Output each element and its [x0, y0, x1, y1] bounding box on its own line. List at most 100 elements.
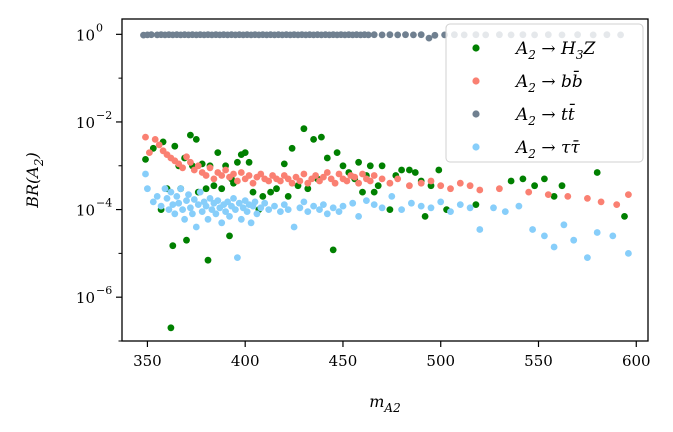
data-point — [515, 202, 523, 210]
data-point — [241, 149, 249, 157]
y-tick-exponent: −4 — [96, 197, 112, 210]
data-point — [378, 204, 386, 212]
data-point — [232, 206, 239, 214]
data-point — [386, 31, 394, 39]
data-point — [312, 172, 319, 179]
data-point — [245, 158, 253, 166]
data-point — [323, 210, 331, 218]
data-point — [408, 199, 415, 207]
data-point — [210, 182, 218, 190]
data-point — [501, 208, 509, 216]
y-tick-exponent: −6 — [96, 284, 112, 297]
data-point — [161, 185, 169, 193]
data-point — [179, 164, 187, 172]
data-point — [265, 206, 273, 214]
data-point — [437, 182, 445, 190]
data-point — [558, 182, 566, 190]
data-point — [359, 170, 366, 178]
data-point — [402, 31, 409, 39]
data-point — [165, 206, 173, 214]
legend-marker — [472, 77, 480, 85]
data-point — [149, 198, 157, 206]
data-point — [327, 175, 335, 183]
data-point — [550, 243, 558, 251]
data-point — [531, 182, 538, 190]
series-3 — [142, 170, 632, 261]
data-point — [339, 162, 347, 170]
data-point — [406, 166, 413, 174]
data-point — [584, 254, 591, 261]
data-point — [284, 206, 292, 214]
data-point — [472, 201, 480, 209]
data-point — [541, 232, 548, 240]
data-point — [198, 208, 206, 216]
data-point — [417, 179, 425, 187]
data-point — [296, 177, 304, 185]
data-point — [187, 204, 194, 212]
data-point — [226, 213, 233, 220]
y-tick-label: 10 — [76, 289, 95, 307]
legend-label: A2 → bb̄ — [514, 69, 583, 95]
data-point — [613, 201, 621, 209]
data-point — [425, 34, 433, 42]
data-point — [349, 199, 357, 207]
data-point — [466, 204, 474, 212]
data-point — [190, 196, 198, 203]
data-point — [525, 188, 533, 196]
y-axis-label: BR(A2) — [23, 152, 46, 209]
x-tick-label: 350 — [133, 352, 162, 370]
data-point — [257, 170, 265, 178]
legend-label: A2 → H3Z — [514, 39, 596, 62]
data-point — [625, 191, 632, 199]
data-point — [398, 206, 405, 214]
data-point — [257, 204, 265, 212]
data-point — [265, 177, 273, 185]
data-point — [169, 242, 177, 250]
data-point — [226, 232, 233, 240]
data-point — [411, 169, 419, 176]
data-point — [310, 136, 317, 143]
data-point — [625, 250, 632, 257]
legend-label: A2 → tt̄ — [514, 102, 575, 128]
data-point — [192, 223, 200, 231]
x-tick-label: 550 — [524, 352, 553, 370]
data-point — [456, 201, 464, 209]
data-point — [187, 131, 194, 139]
plot-frame — [121, 18, 649, 342]
data-point — [593, 169, 601, 176]
data-point — [202, 202, 210, 210]
x-tick-label: 500 — [426, 352, 455, 370]
data-point — [142, 156, 149, 163]
data-point — [253, 210, 261, 218]
data-point — [212, 210, 220, 218]
data-point — [280, 201, 288, 209]
data-point — [593, 229, 601, 236]
data-point — [187, 158, 194, 166]
data-point — [550, 193, 558, 200]
data-point — [177, 185, 185, 193]
data-point — [394, 31, 402, 39]
data-point — [363, 197, 370, 205]
data-point — [398, 166, 405, 174]
data-point — [157, 202, 165, 210]
data-point — [155, 141, 163, 149]
data-point — [169, 201, 177, 209]
data-point — [194, 201, 202, 209]
data-point — [153, 193, 161, 200]
legend-label: A2 → ττ̄ — [514, 138, 580, 161]
data-point — [370, 188, 378, 196]
data-point — [196, 188, 204, 196]
data-point — [427, 204, 435, 212]
data-point — [300, 125, 308, 133]
data-point — [192, 136, 200, 143]
data-point — [609, 232, 617, 240]
x-tick-label: 450 — [329, 352, 358, 370]
data-point — [359, 188, 366, 196]
data-point — [320, 201, 327, 209]
data-point — [206, 195, 214, 202]
data-point — [323, 154, 331, 162]
data-point — [417, 31, 425, 39]
data-point — [329, 246, 337, 254]
data-point — [365, 31, 372, 39]
data-point — [366, 162, 374, 170]
